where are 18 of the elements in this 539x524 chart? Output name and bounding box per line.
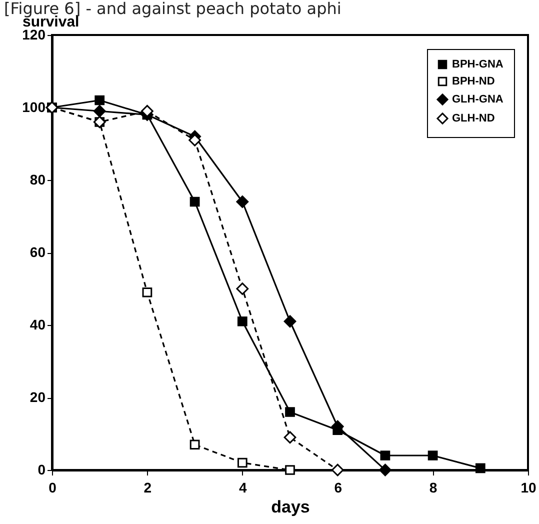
x-axis-title: days	[271, 498, 310, 516]
x-tick-label: 8	[429, 480, 438, 496]
y-tick-label: 80	[30, 172, 46, 188]
y-tick-label: 120	[22, 26, 46, 42]
y-tick-label: 0	[38, 462, 46, 478]
legend-label: GLH-ND	[452, 112, 495, 124]
legend-label: BPH-ND	[452, 76, 495, 88]
y-tick-label: 60	[30, 244, 46, 260]
legend-label: BPH-GNA	[452, 58, 504, 70]
x-tick-label: 4	[239, 480, 247, 496]
x-tick-label: 10	[520, 480, 536, 496]
x-tick-label: 2	[144, 480, 152, 496]
x-tick-label: 0	[48, 480, 57, 496]
legend-label: GLH-GNA	[452, 94, 504, 106]
y-tick-label: 20	[30, 389, 46, 405]
x-tick-label: 6	[334, 480, 342, 496]
y-tick-label: 100	[22, 99, 46, 115]
y-tick-label: 40	[30, 316, 46, 332]
